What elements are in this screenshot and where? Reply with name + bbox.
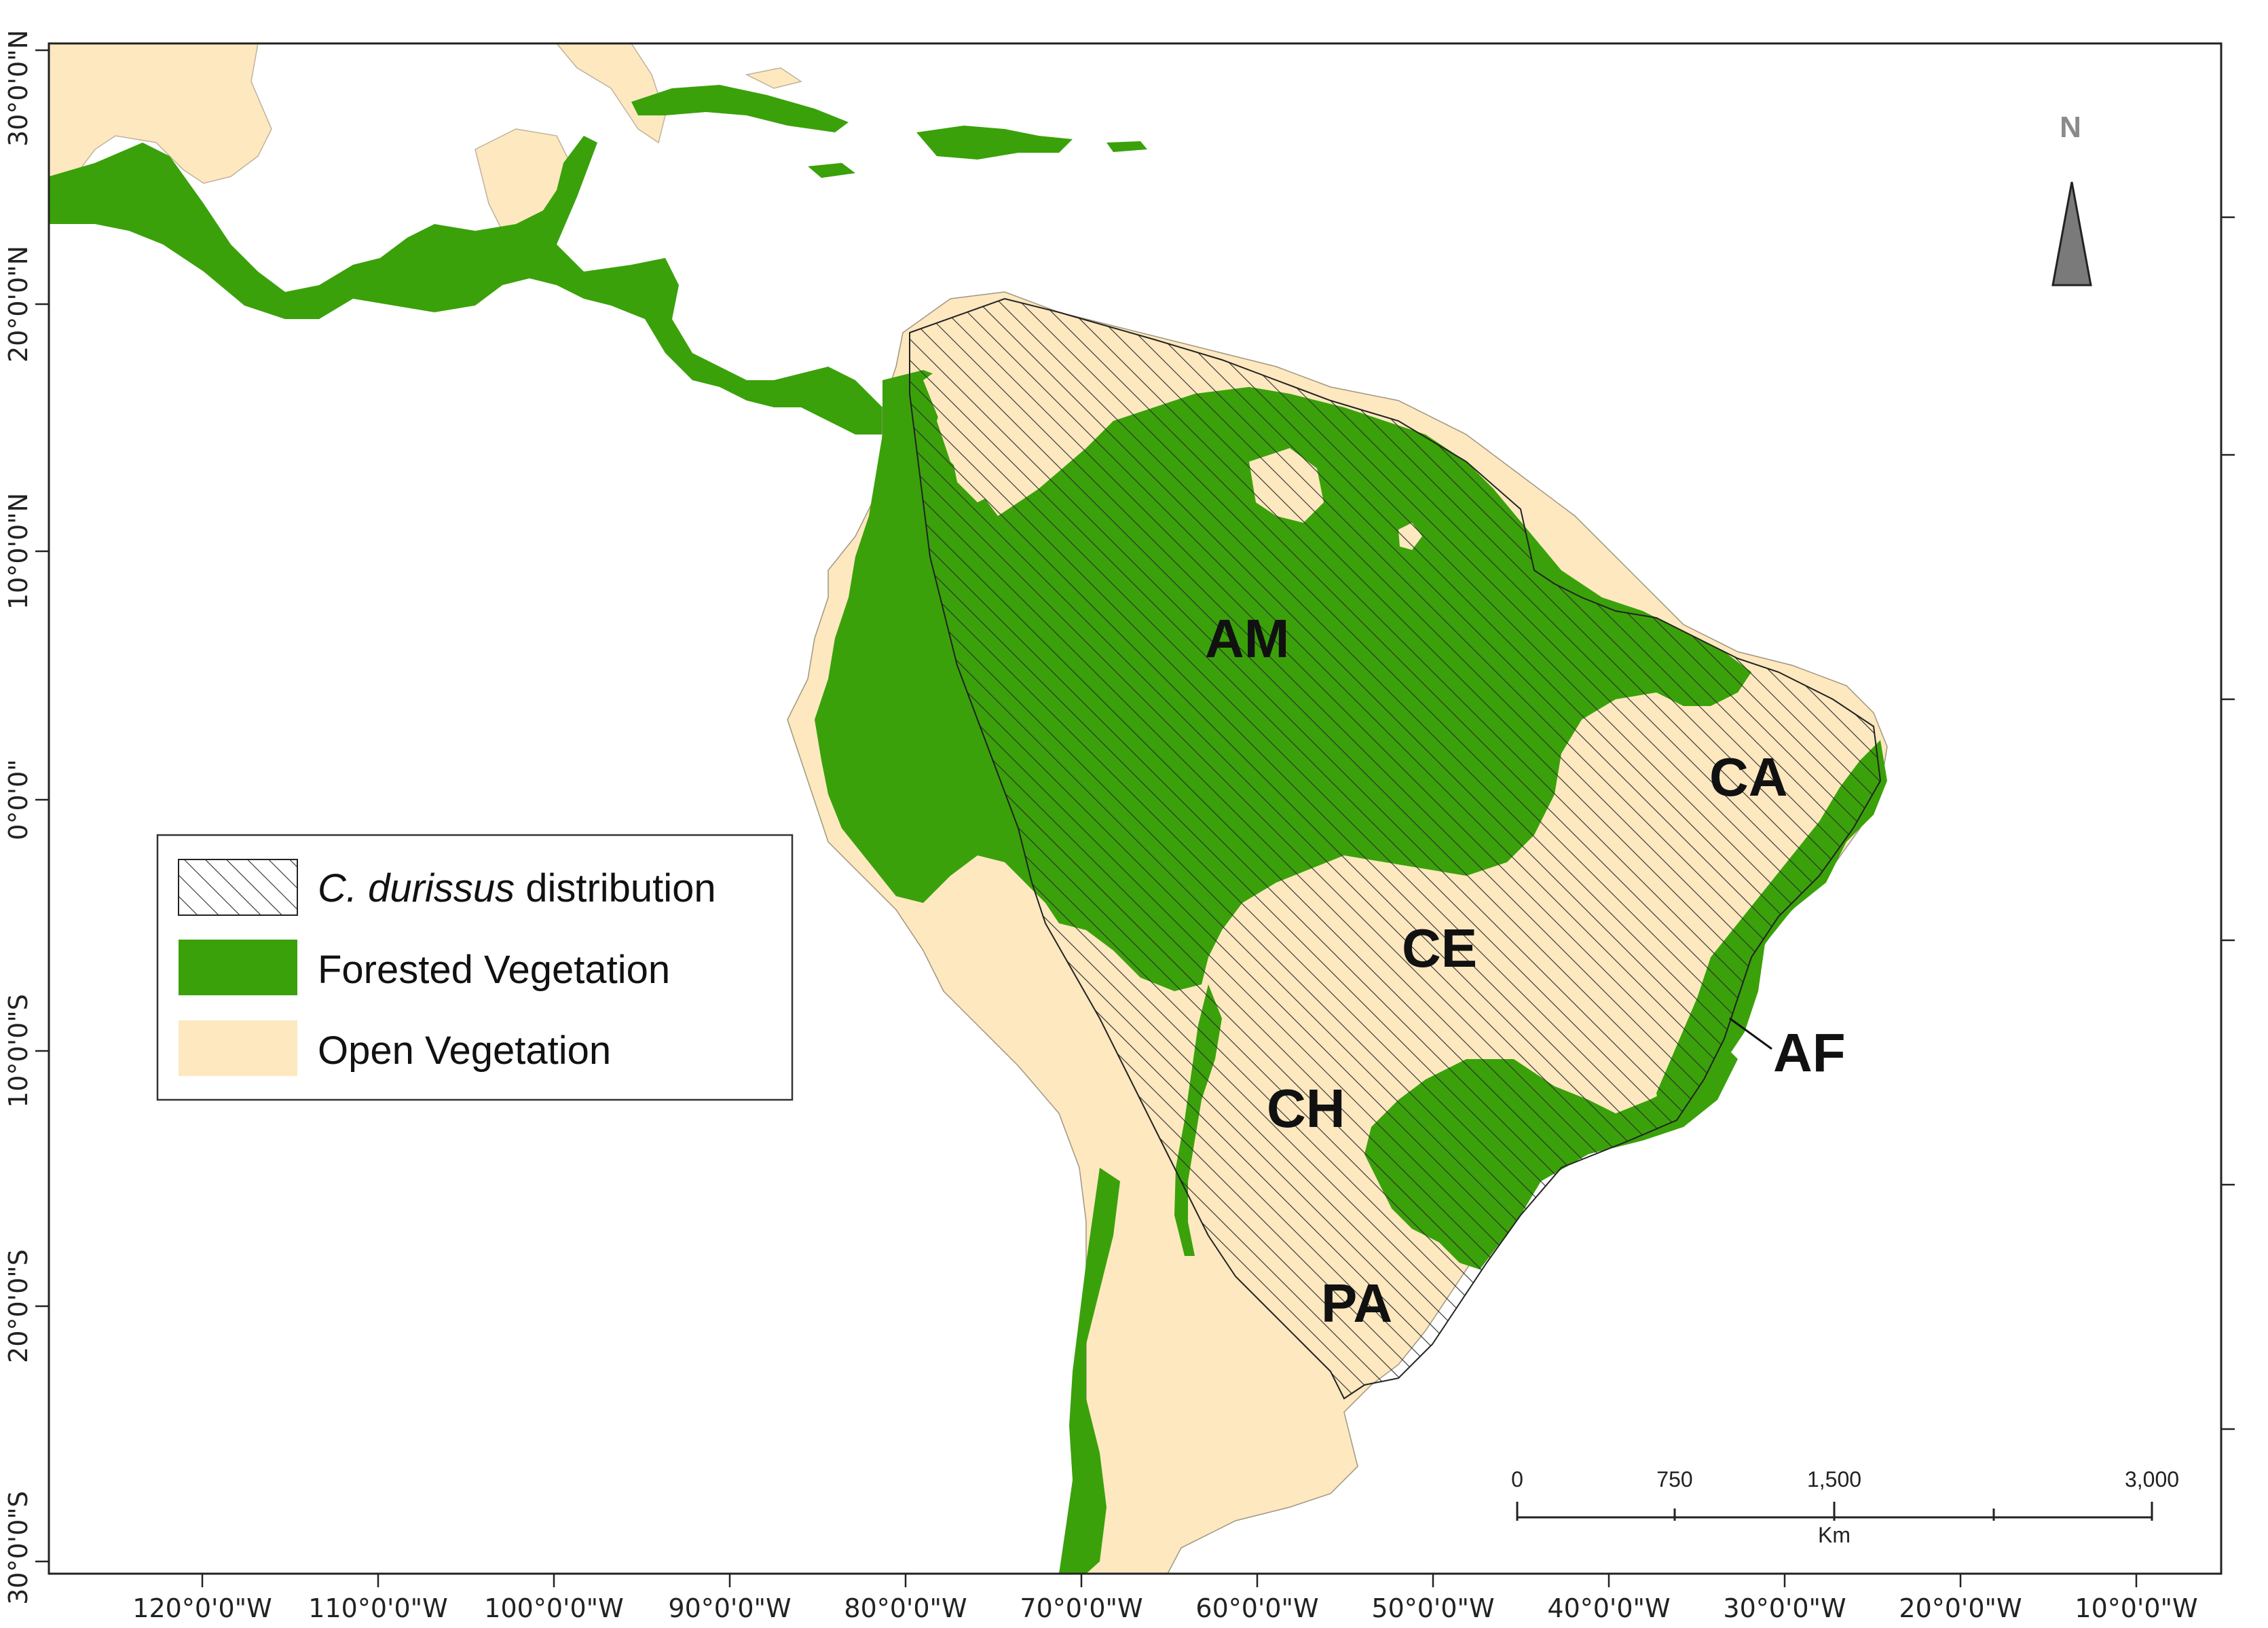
island-puerto-rico: [1107, 141, 1147, 152]
region-label-ch: CH: [1267, 1078, 1345, 1139]
land-florida-open: [556, 43, 666, 144]
latitude-labels: 30°0'0"N 20°0'0"N 10°0'0"N 0°0'0" 10°0'0…: [3, 30, 33, 1605]
legend-swatch-hatched: [178, 859, 298, 916]
region-label-am: AM: [1205, 608, 1289, 669]
frame-ticks: [160, 30, 2154, 43]
island-cuba: [631, 85, 849, 132]
lon-label-10w: 10°0'0"W: [2075, 1593, 2197, 1623]
lat-label-30n: 30°0'0"N: [3, 30, 33, 147]
map-frame: [48, 42, 2223, 1575]
island-jamaica: [808, 163, 855, 178]
island-bahamas: [745, 67, 802, 89]
lat-label-0: 0°0'0": [3, 759, 33, 840]
north-arrow: N: [2051, 111, 2092, 286]
scale-unit: Km: [1818, 1523, 1851, 1547]
region-label-ce: CE: [1402, 918, 1477, 978]
legend-label-open: Open Vegetation: [318, 1029, 611, 1073]
legend-label-distribution: C. durissus distribution: [318, 866, 716, 910]
longitude-axis: [201, 1574, 2138, 1587]
longitude-labels: 120°0'0"W 110°0'0"W 100°0'0"W 90°0'0"W 8…: [132, 1593, 2197, 1623]
lon-label-80w: 80°0'0"W: [844, 1593, 967, 1623]
lat-label-20s: 20°0'0"S: [3, 1249, 33, 1363]
lon-label-90w: 90°0'0"W: [668, 1593, 791, 1623]
scale-bar: 0 750 1,500 3,000 Km: [1511, 1467, 2179, 1547]
legend-species-name: C. durissus: [318, 866, 515, 910]
lon-label-50w: 50°0'0"W: [1371, 1593, 1494, 1623]
scale-label-3000: 3,000: [2125, 1467, 2179, 1492]
lon-label-40w: 40°0'0"W: [1547, 1593, 1670, 1623]
durissus-distribution-hatch: [909, 297, 1882, 1400]
lat-label-30s: 30°0'0"S: [3, 1491, 33, 1605]
lon-label-30w: 30°0'0"W: [1723, 1593, 1846, 1623]
scale-label-1500: 1,500: [1807, 1467, 1861, 1492]
lat-label-20n: 20°0'0"N: [3, 246, 33, 363]
lon-label-70w: 70°0'0"W: [1020, 1593, 1142, 1623]
scale-label-750: 750: [1656, 1467, 1692, 1492]
legend-label-forested: Forested Vegetation: [318, 948, 670, 992]
strip-chile-forest: [1059, 1168, 1120, 1574]
lat-label-10n: 10°0'0"N: [3, 493, 33, 610]
af-leader-line: [1729, 1017, 1772, 1050]
right-ticks: [2221, 216, 2235, 1430]
north-arrow-icon: [2051, 181, 2092, 286]
lon-label-20w: 20°0'0"W: [1899, 1593, 2022, 1623]
lon-label-120w: 120°0'0"W: [132, 1593, 272, 1623]
lon-label-100w: 100°0'0"W: [484, 1593, 623, 1623]
region-label-ca: CA: [1709, 747, 1788, 807]
lon-label-110w: 110°0'0"W: [308, 1593, 447, 1623]
legend-swatch-open: [179, 1020, 297, 1076]
region-label-pa: PA: [1321, 1273, 1392, 1333]
region-label-af: AF: [1773, 1022, 1846, 1083]
legend: C. durissus distribution Forested Vegeta…: [156, 834, 794, 1101]
legend-distribution-suffix: distribution: [515, 866, 716, 910]
land-central-america-forest: [49, 136, 882, 434]
north-label: N: [2060, 111, 2081, 144]
latitude-axis: [35, 49, 49, 1563]
lat-label-10s: 10°0'0"S: [3, 994, 33, 1108]
legend-swatch-forested: [179, 940, 297, 995]
scale-label-0: 0: [1511, 1467, 1523, 1492]
island-hispaniola: [916, 126, 1073, 160]
lon-label-60w: 60°0'0"W: [1195, 1593, 1318, 1623]
